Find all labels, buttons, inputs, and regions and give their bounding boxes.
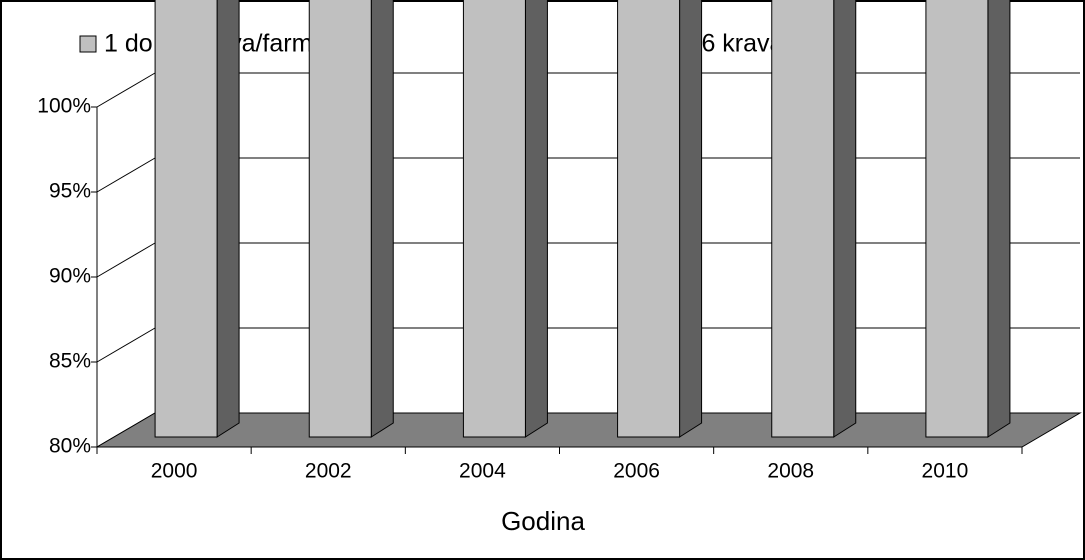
bar — [617, 0, 681, 438]
bar-side — [987, 0, 1011, 438]
x-tick-label: 2002 — [305, 460, 352, 483]
bar — [462, 0, 526, 438]
x-tick-label: 2000 — [151, 460, 198, 483]
x-tick-label: 2006 — [613, 460, 660, 483]
x-tick-label: 2010 — [922, 460, 969, 483]
grid-line-side — [96, 157, 156, 193]
legend-swatch — [79, 35, 97, 53]
x-tick-label: 2008 — [767, 460, 814, 483]
grid-line-side — [96, 327, 156, 363]
x-axis-label: Godina — [501, 506, 585, 536]
y-tick-label: 90% — [49, 265, 91, 288]
bar-side — [216, 0, 240, 438]
bar-side — [524, 0, 548, 438]
bar — [925, 0, 989, 438]
bar — [771, 0, 835, 438]
bar-side — [833, 0, 857, 438]
grid-line-side — [96, 72, 156, 108]
bar — [154, 0, 218, 438]
y-tick-label: 95% — [49, 180, 91, 203]
bar — [308, 0, 372, 438]
bar-side — [679, 0, 703, 438]
y-tick-label: 85% — [49, 350, 91, 373]
y-tick-label: 80% — [49, 435, 91, 458]
grid-line-side — [96, 242, 156, 278]
bar-side — [370, 0, 394, 438]
x-tick-label: 2004 — [459, 460, 506, 483]
y-tick-label: 100% — [37, 95, 91, 118]
